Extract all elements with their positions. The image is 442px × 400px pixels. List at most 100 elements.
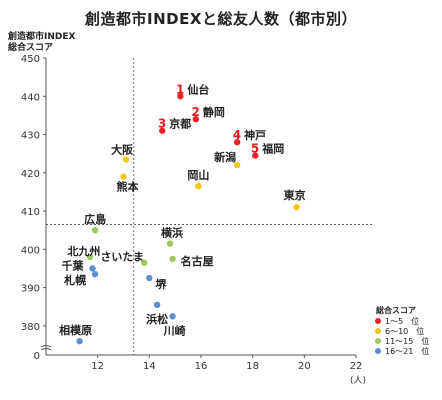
data-point-5: 大阪 (111, 142, 134, 163)
point-rank-2: 3 (158, 117, 166, 131)
y-tick-label-5: 430 (21, 131, 40, 142)
y-axis-label-line-1: 創造都市INDEX (8, 32, 76, 42)
y-tick-label-4: 420 (21, 169, 40, 180)
point-marker-5 (122, 156, 130, 163)
legend-label-2: 11〜15 位 (385, 336, 429, 346)
point-marker-8 (195, 182, 202, 190)
data-point-15: 千葉 (62, 258, 96, 272)
legend-label-3: 16〜21 位 (385, 346, 429, 356)
y-tick-label-3: 410 (21, 207, 40, 218)
chart-title: 創造都市INDEXと総友人数（都市別） (85, 10, 357, 28)
point-label-13: 名古屋 (181, 254, 214, 268)
x-tick-label-5: 22 (350, 361, 363, 372)
data-point-4: 5 福岡 (251, 142, 284, 159)
data-point-17: 堺 (146, 274, 167, 291)
legend-label-0: 1〜5 位 (385, 316, 419, 326)
point-rank-0: 1 (176, 82, 184, 96)
point-label-8: 岡山 (187, 168, 209, 182)
data-point-8: 岡山 (187, 168, 209, 190)
data-point-9: 東京 (284, 188, 306, 211)
point-marker-16 (91, 271, 99, 278)
data-point-12: 北九州 (67, 244, 100, 261)
point-label-0: 仙台 (187, 82, 209, 96)
y-tick-label-2: 400 (21, 245, 40, 256)
data-point-14: さいたま (100, 251, 148, 266)
point-label-3: 神戸 (244, 128, 266, 142)
point-label-2: 京都 (169, 117, 191, 131)
point-label-18: 浜松 (146, 312, 168, 326)
data-point-18: 浜松 (146, 301, 168, 326)
point-rank-1: 2 (191, 105, 199, 119)
legend-swatch-2 (375, 338, 381, 344)
data-point-7: 熊本 (117, 173, 139, 194)
data-point-1: 2 静岡 (191, 105, 225, 123)
point-marker-11 (166, 240, 174, 247)
data-point-13: 名古屋 (169, 254, 214, 268)
point-label-15: 千葉 (62, 258, 85, 272)
y-tick-label-7: 450 (21, 54, 40, 65)
point-label-20: 相模原 (59, 323, 92, 337)
x-tick-label-0: 12 (91, 361, 104, 372)
point-marker-1 (192, 116, 200, 123)
y-zero-label: 0 (34, 351, 40, 362)
x-tick-label-2: 16 (195, 361, 208, 372)
point-label-10: 広島 (84, 212, 106, 226)
data-point-0: 1 仙台 (176, 82, 209, 100)
point-label-7: 熊本 (117, 180, 139, 194)
point-label-1: 静岡 (203, 105, 225, 119)
data-point-2: 3 京都 (158, 117, 191, 134)
point-marker-18 (153, 301, 161, 309)
y-tick-label-6: 440 (21, 92, 40, 103)
legend-title: 総合スコア (376, 305, 416, 315)
point-label-19: 川崎 (163, 323, 186, 337)
y-tick-label-0: 380 (21, 322, 40, 333)
data-point-19: 川崎 (163, 313, 186, 337)
legend-swatch-3 (375, 348, 381, 354)
point-marker-15 (89, 265, 96, 272)
y-axis-break-mark-1 (40, 345, 52, 348)
y-axis-label: 創造都市INDEX 総合スコア (8, 32, 75, 54)
point-label-9: 東京 (284, 188, 306, 202)
data-point-6: 新潟 (214, 150, 241, 169)
point-marker-2 (159, 127, 166, 134)
y-axis-break (40, 345, 52, 351)
x-axis-unit: (人) (350, 375, 366, 386)
point-label-11: 横浜 (161, 226, 183, 240)
point-marker-13 (169, 255, 176, 263)
x-tick-label-1: 14 (143, 361, 156, 372)
legend-label-1: 6〜10 位 (385, 326, 424, 336)
point-marker-19 (169, 313, 176, 320)
point-rank-4: 5 (251, 142, 259, 156)
point-label-12: 北九州 (67, 244, 100, 258)
point-label-6: 新潟 (214, 150, 236, 164)
point-label-4: 福岡 (261, 142, 284, 156)
point-label-16: 札幌 (63, 273, 86, 287)
point-marker-0 (177, 93, 184, 100)
data-point-20: 相模原 (59, 323, 92, 345)
y-tick-label-1: 390 (21, 284, 40, 295)
point-marker-7 (120, 173, 127, 180)
x-tick-label-3: 18 (246, 361, 259, 372)
data-point-11: 横浜 (161, 226, 183, 247)
point-marker-14 (140, 259, 148, 266)
x-tick-label-4: 20 (298, 361, 311, 372)
point-marker-6 (233, 161, 241, 169)
point-label-14: さいたま (100, 251, 144, 264)
y-axis-break-mark-2 (40, 348, 52, 351)
y-axis-label-line-2: 総合スコア (8, 43, 54, 53)
legend-swatch-0 (375, 318, 381, 324)
point-label-17: 堺 (155, 277, 167, 291)
point-marker-20 (76, 337, 83, 345)
data-point-16: 札幌 (63, 271, 99, 287)
point-marker-9 (293, 204, 300, 211)
point-marker-17 (146, 274, 153, 282)
point-marker-12 (86, 253, 94, 261)
data-point-10: 広島 (84, 212, 106, 234)
point-label-5: 大阪 (111, 142, 134, 156)
legend-swatch-1 (375, 328, 381, 334)
point-rank-3: 4 (233, 128, 241, 142)
point-marker-3 (233, 138, 241, 146)
